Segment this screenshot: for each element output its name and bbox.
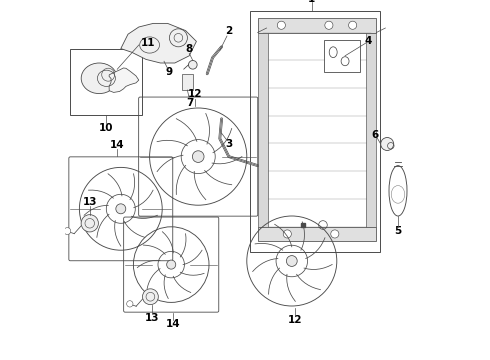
Text: 1: 1 bbox=[308, 0, 315, 4]
Text: 9: 9 bbox=[166, 67, 173, 77]
Bar bbox=[71, 49, 143, 115]
Text: 13: 13 bbox=[145, 312, 159, 323]
Circle shape bbox=[116, 204, 126, 214]
Circle shape bbox=[325, 21, 333, 29]
Bar bbox=[250, 11, 380, 252]
Circle shape bbox=[283, 230, 292, 238]
Text: 4: 4 bbox=[365, 36, 372, 46]
Circle shape bbox=[81, 215, 98, 232]
Polygon shape bbox=[109, 68, 139, 93]
Bar bbox=[324, 40, 360, 72]
Text: 10: 10 bbox=[99, 123, 114, 133]
Circle shape bbox=[167, 260, 176, 269]
Circle shape bbox=[64, 228, 71, 234]
Circle shape bbox=[277, 21, 285, 29]
Circle shape bbox=[189, 60, 197, 69]
Bar bbox=[258, 227, 376, 241]
Text: 12: 12 bbox=[288, 315, 303, 325]
Text: 13: 13 bbox=[82, 197, 97, 207]
Circle shape bbox=[143, 289, 158, 305]
Text: 6: 6 bbox=[372, 130, 379, 140]
Text: 8: 8 bbox=[186, 44, 193, 54]
Ellipse shape bbox=[81, 63, 117, 94]
Bar bbox=[258, 18, 376, 32]
Text: 11: 11 bbox=[141, 38, 155, 48]
Text: 5: 5 bbox=[394, 226, 402, 237]
Bar bbox=[366, 32, 376, 227]
Text: 7: 7 bbox=[187, 98, 194, 108]
Circle shape bbox=[381, 138, 393, 150]
Circle shape bbox=[286, 256, 297, 266]
Bar bbox=[258, 32, 269, 227]
Text: 2: 2 bbox=[225, 26, 232, 36]
Bar bbox=[182, 74, 193, 90]
Text: 3: 3 bbox=[225, 139, 232, 149]
Circle shape bbox=[348, 21, 357, 29]
Circle shape bbox=[193, 151, 204, 162]
Polygon shape bbox=[121, 23, 196, 63]
Circle shape bbox=[126, 301, 133, 307]
Text: 12: 12 bbox=[187, 89, 202, 99]
Circle shape bbox=[331, 230, 339, 238]
Text: 14: 14 bbox=[110, 140, 124, 150]
Text: 14: 14 bbox=[166, 319, 180, 329]
